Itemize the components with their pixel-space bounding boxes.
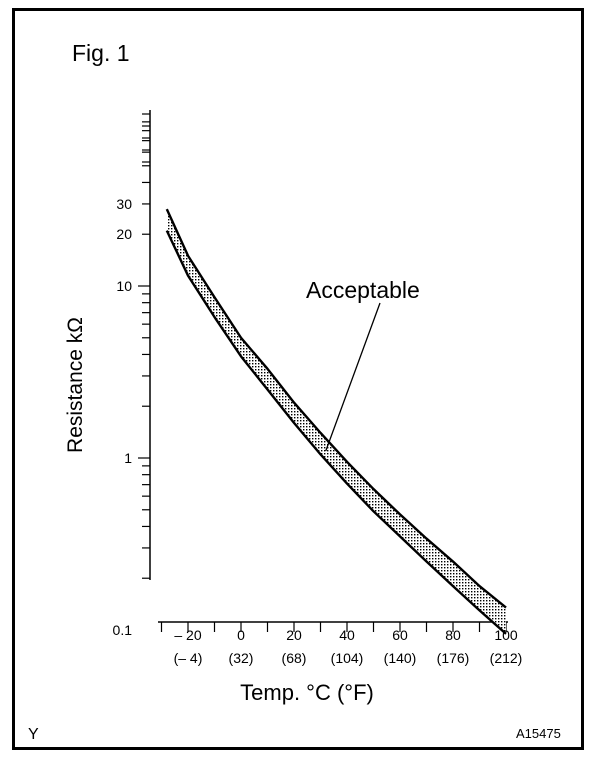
x-tick-label: 20 — [286, 627, 302, 643]
y-tick-label: 0.1 — [113, 622, 133, 638]
corner-code-left: Y — [28, 726, 39, 743]
y-tick-label: 20 — [116, 226, 132, 242]
y-tick-label: 1 — [124, 450, 132, 466]
corner-code-right: A15475 — [516, 726, 561, 741]
x-tick-label: – 20 — [174, 627, 201, 643]
figure-frame — [12, 8, 584, 750]
x-tick-sublabel: (104) — [331, 650, 364, 666]
x-tick-sublabel: (212) — [490, 650, 523, 666]
x-tick-label: 100 — [494, 627, 518, 643]
x-axis-title: Temp. °C (°F) — [240, 680, 374, 705]
series-line-lower — [165, 230, 507, 635]
acceptable-band — [166, 209, 507, 634]
x-tick-sublabel: (– 4) — [174, 650, 203, 666]
y-axis-title: Resistance kΩ — [64, 317, 87, 453]
x-tick-sublabel: (176) — [437, 650, 470, 666]
x-tick-label: 40 — [339, 627, 355, 643]
x-tick-label: 0 — [237, 627, 245, 643]
y-tick-label: 10 — [116, 278, 132, 294]
x-tick-label: 60 — [392, 627, 408, 643]
annotation-leader-line — [325, 302, 381, 452]
x-tick-sublabel: (68) — [282, 650, 307, 666]
x-tick-sublabel: (32) — [229, 650, 254, 666]
x-tick-label: 80 — [445, 627, 461, 643]
figure-title: Fig. 1 — [72, 40, 130, 66]
y-tick-label: 30 — [116, 196, 132, 212]
annotation-label: Acceptable — [306, 277, 420, 303]
x-tick-sublabel: (140) — [384, 650, 417, 666]
series-line-upper — [165, 208, 507, 609]
